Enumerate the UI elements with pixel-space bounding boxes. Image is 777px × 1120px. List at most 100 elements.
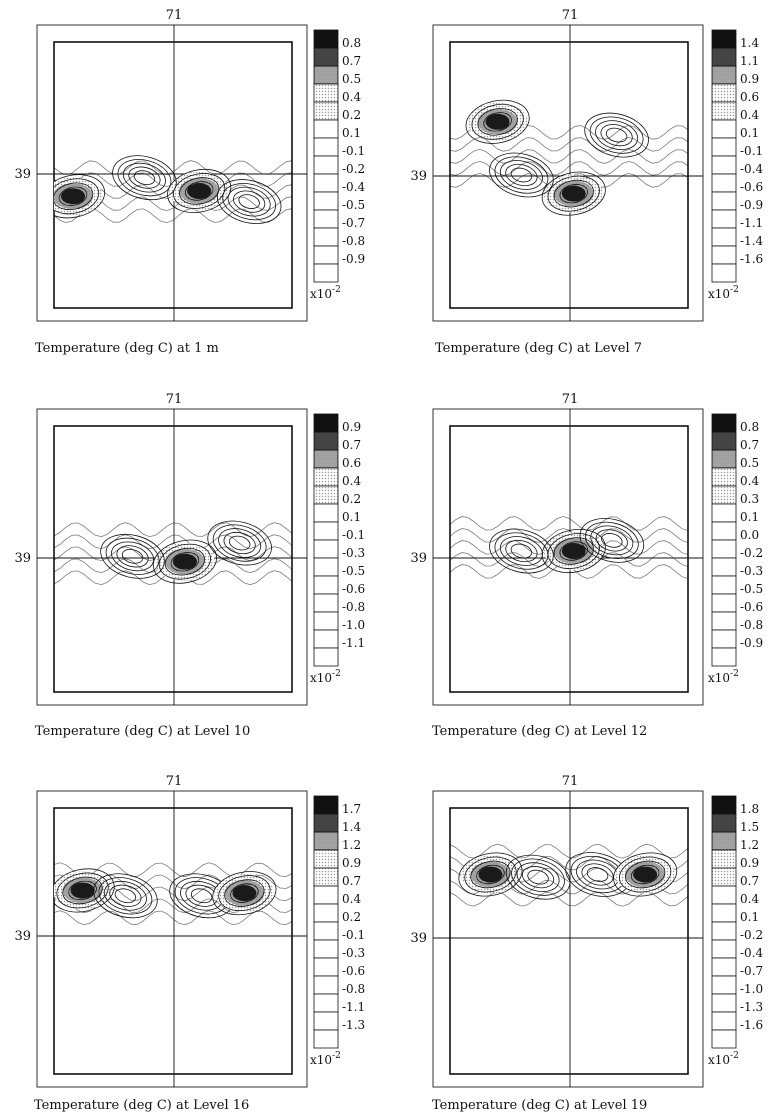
contour-line — [117, 159, 172, 197]
positive-anomaly — [458, 852, 523, 897]
panel-inner-frame — [449, 41, 689, 309]
colorbar-level-label: 0.0 — [740, 528, 759, 542]
contour-line — [541, 171, 606, 216]
negative-anomaly — [579, 518, 645, 563]
colorbar: 1.4 1.1 0.9 0.6 0.4 0.1 -0.1 -0.4 -0.6 -0.9 -1.1 -1… — [708, 29, 764, 301]
colorbar-cell — [313, 191, 339, 211]
colorbar-cell — [711, 47, 737, 67]
colorbar-level-label: -1.6 — [740, 252, 763, 266]
positive-anomaly — [541, 171, 606, 216]
contour-line — [103, 880, 147, 911]
colorbar-cell — [711, 467, 737, 487]
contour-line — [111, 541, 155, 572]
positive-anomaly — [465, 99, 530, 144]
y-tick-label: 39 — [14, 929, 31, 944]
colorbar-cell — [313, 245, 339, 265]
colorbar-level-label: 0.5 — [342, 72, 361, 86]
panel-caption: Temperature (deg C) at Level 12 — [432, 724, 647, 739]
contour-line — [212, 871, 277, 916]
contour-line — [218, 528, 262, 558]
contour-line — [116, 545, 149, 568]
colorbar-level-label: -0.1 — [342, 928, 365, 942]
contour-line — [499, 536, 543, 566]
contour-line — [586, 867, 609, 882]
colorbar-level-label: -1.1 — [342, 1000, 365, 1014]
panel-outer-frame — [432, 24, 704, 322]
negative-anomaly — [584, 112, 649, 158]
contour-line — [105, 537, 160, 575]
colorbar-level-label: -0.8 — [342, 600, 365, 614]
colorbar-level-label: -0.3 — [740, 564, 763, 578]
contour-line — [223, 531, 256, 555]
contour-line — [527, 869, 549, 885]
colorbar-level-label: -1.0 — [740, 982, 763, 996]
contour-line — [190, 888, 213, 904]
contour-line — [465, 99, 530, 144]
contour-line — [613, 852, 678, 897]
contour-line — [584, 521, 639, 559]
y-tick-label: 39 — [410, 169, 427, 184]
negative-anomaly — [112, 155, 177, 201]
colorbar-cell — [313, 1011, 339, 1031]
colorbar-level-label: -0.1 — [342, 144, 365, 158]
colorbar-level-label: 0.4 — [740, 892, 759, 906]
contour-line — [471, 103, 524, 140]
contour-line — [207, 520, 272, 566]
contour-line — [98, 877, 153, 915]
contour-line — [109, 884, 142, 907]
contour-line — [619, 856, 672, 893]
contour-line — [590, 525, 634, 556]
colorbar-level-label: 0.9 — [342, 420, 361, 434]
colorbar-level-label: 0.4 — [740, 474, 759, 488]
colorbar-cell — [711, 137, 737, 157]
colorbar-cell — [313, 903, 339, 923]
panel-inner-frame — [53, 41, 293, 309]
negative-anomaly — [207, 520, 272, 566]
colorbar-level-label: -0.2 — [740, 928, 763, 942]
colorbar-level-label: -0.5 — [740, 582, 763, 596]
colorbar-level-label: 1.2 — [342, 838, 361, 852]
y-tick-label: 39 — [14, 551, 31, 566]
contour-line — [450, 516, 688, 531]
colorbar-cell — [711, 173, 737, 193]
contour-line — [173, 173, 226, 209]
colorbar-cell — [313, 119, 339, 139]
panel-caption: Temperature (deg C) at Level 10 — [35, 724, 250, 739]
colorbar-cell — [313, 831, 339, 851]
contour-line — [228, 535, 251, 551]
colorbar-cell — [313, 795, 339, 815]
colorbar-level-label: -0.7 — [342, 216, 365, 230]
panel-caption: Temperature (deg C) at Level 7 — [435, 341, 642, 356]
colorbar-cell — [711, 227, 737, 247]
colorbar-cell — [711, 119, 737, 139]
colorbar-level-label: 1.8 — [740, 802, 759, 816]
anomaly-core — [187, 182, 212, 199]
colorbar-cell — [711, 431, 737, 451]
contour-line — [483, 112, 512, 132]
anomaly-core — [478, 866, 503, 883]
colorbar-cell — [711, 101, 737, 121]
contour-line — [625, 860, 666, 889]
contour-line — [224, 879, 265, 907]
contour-line — [505, 163, 538, 187]
colorbar-cell — [711, 413, 737, 433]
colorbar-level-label: 0.1 — [342, 126, 361, 140]
contour-line — [579, 518, 645, 563]
colorbar-level-label: 0.1 — [740, 510, 759, 524]
colorbar-cell — [313, 521, 339, 541]
colorbar-level-label: 0.2 — [342, 492, 361, 506]
colorbar-cell — [711, 849, 737, 869]
colorbar-level-label: -0.6 — [740, 180, 763, 194]
colorbar-level-label: 0.8 — [740, 420, 759, 434]
contour-line — [179, 177, 220, 205]
contour-line — [470, 860, 511, 889]
colorbar-level-label: 1.2 — [740, 838, 759, 852]
colorbar-cell — [711, 557, 737, 577]
colorbar-cell — [711, 831, 737, 851]
panel-outer-frame — [432, 790, 704, 1088]
colorbar-cell — [313, 227, 339, 247]
colorbar-cell — [711, 813, 737, 833]
colorbar-cell — [313, 29, 339, 49]
colorbar-cell — [711, 83, 737, 103]
contour-line — [93, 873, 158, 919]
